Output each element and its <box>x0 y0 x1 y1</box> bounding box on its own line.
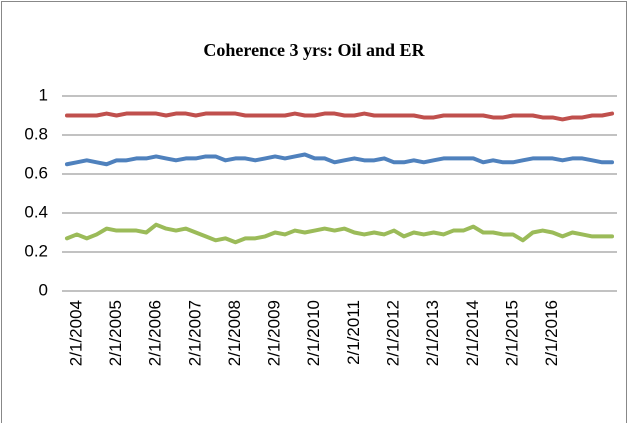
x-tick-label: 2/1/2006 <box>146 300 165 366</box>
data-line <box>64 222 615 245</box>
x-tick-label: 2/1/2008 <box>225 300 244 366</box>
y-tick-label: 0.8 <box>24 124 48 143</box>
y-tick-label: 0.2 <box>24 241 48 260</box>
x-tick-label: 2/1/2009 <box>265 300 284 366</box>
y-tick-label: 0.4 <box>24 202 48 221</box>
x-tick-label: 2/1/2012 <box>383 300 402 366</box>
data-line <box>64 152 615 167</box>
x-tick-label: 2/1/2007 <box>185 300 204 366</box>
y-tick-label: 0 <box>39 280 48 299</box>
x-tick-label: 2/1/2010 <box>304 300 323 366</box>
x-tick-label: 2/1/2016 <box>542 300 561 366</box>
x-tick-label: 2/1/2014 <box>463 300 482 366</box>
y-tick-label: 0.6 <box>24 163 48 182</box>
x-tick-label: 2/1/2011 <box>344 300 363 365</box>
data-line <box>64 111 615 122</box>
chart-title: Coherence 3 yrs: Oil and ER <box>203 40 425 60</box>
x-tick-label: 2/1/2005 <box>106 300 125 366</box>
x-tick-label: 2/1/2013 <box>423 300 442 366</box>
x-tick-label: 2/1/2015 <box>502 300 521 366</box>
x-tick-label: 2/1/2004 <box>66 300 85 366</box>
y-tick-label: 1 <box>39 85 48 104</box>
